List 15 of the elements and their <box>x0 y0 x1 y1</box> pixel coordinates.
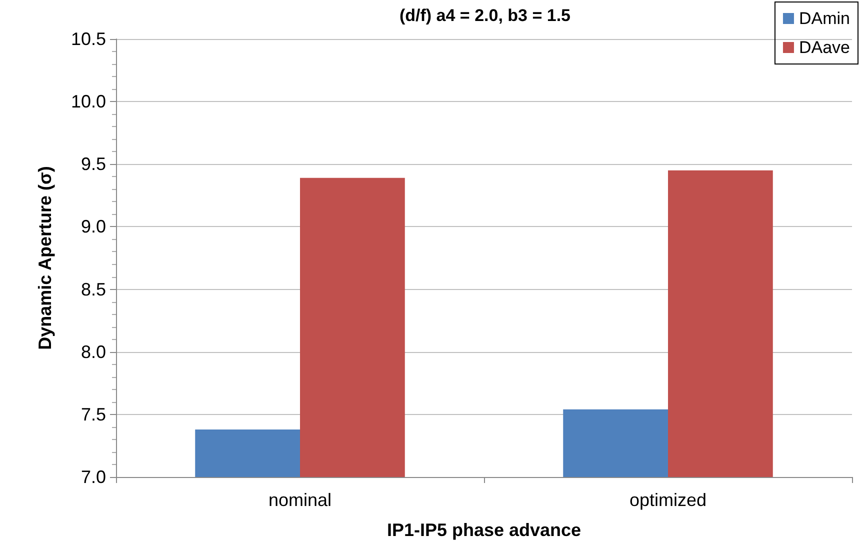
chart-title: (d/f) a4 = 2.0, b3 = 1.5 <box>399 6 571 25</box>
y-tick-label: 8.5 <box>80 279 106 300</box>
legend-label: DAave <box>798 38 850 57</box>
x-tick-label: nominal <box>268 490 332 510</box>
y-tick-label: 10.5 <box>70 29 106 49</box>
legend-label: DAmin <box>798 9 850 28</box>
y-tick-label: 9.0 <box>80 216 106 237</box>
y-tick-label: 7.0 <box>80 467 106 487</box>
y-tick-label: 7.5 <box>80 404 106 424</box>
y-tick-label: 8.0 <box>80 342 106 362</box>
y-axis-title: Dynamic Aperture (σ) <box>35 166 55 350</box>
x-axis-title: IP1-IP5 phase advance <box>386 520 582 540</box>
y-tick-label: 9.5 <box>80 154 106 174</box>
x-tick-label: optimized <box>629 490 707 510</box>
y-tick-label: 10.0 <box>70 92 106 112</box>
